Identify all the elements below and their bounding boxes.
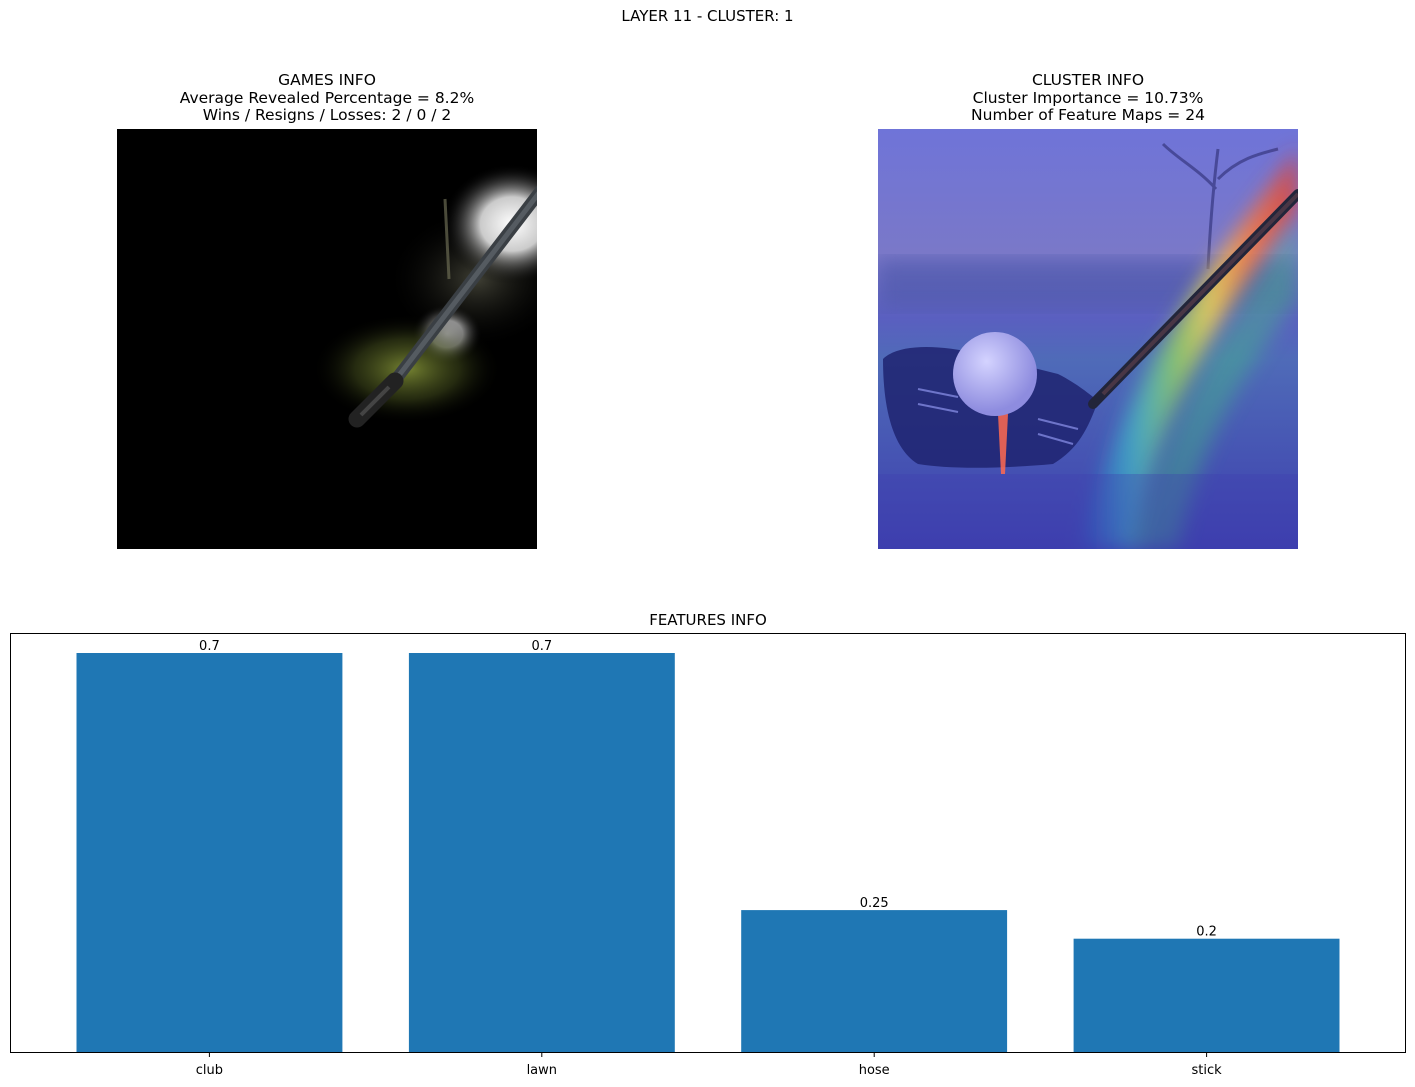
bar-club	[76, 653, 343, 1053]
cluster-heatmap-image	[878, 129, 1298, 549]
games-title-line-3: Wins / Resigns / Losses: 2 / 0 / 2	[202, 106, 452, 124]
cluster-info-title: CLUSTER INFO Cluster Importance = 10.73%…	[878, 71, 1298, 125]
cluster-title-line-2: Cluster Importance = 10.73%	[972, 88, 1204, 107]
cluster-title-line-1: CLUSTER INFO	[1031, 71, 1145, 89]
games-title-line-1: GAMES INFO	[278, 71, 376, 89]
bar-stick	[1073, 938, 1340, 1053]
bar-value-label-lawn: 0.7	[531, 639, 552, 654]
x-tick-label-club: club	[196, 1063, 223, 1078]
bar-value-label-club: 0.7	[199, 639, 220, 654]
plot-frame	[10, 633, 1406, 1053]
x-tick-label-hose: hose	[859, 1063, 890, 1078]
bar-lawn	[408, 653, 675, 1053]
bar-value-label-stick: 0.2	[1196, 925, 1217, 940]
revealed-golf-club-image	[117, 129, 537, 549]
features-info-title: FEATURES INFO	[649, 611, 767, 629]
games-info-title: GAMES INFO Average Revealed Percentage =…	[117, 71, 537, 125]
x-tick-label-lawn: lawn	[527, 1063, 557, 1078]
revealed-image	[117, 129, 537, 549]
ticks-layer: club lawn hose stick	[196, 1053, 1222, 1078]
x-tick-label-stick: stick	[1192, 1063, 1223, 1078]
figure-suptitle: LAYER 11 - CLUSTER: 1	[621, 7, 794, 25]
heatmap-overlay-golf-image	[878, 129, 1298, 549]
bar-value-label-hose: 0.25	[860, 896, 889, 911]
cluster-title-line-3: Number of Feature Maps = 24	[971, 106, 1205, 124]
bar-hose	[741, 910, 1008, 1053]
bars-layer: 0.7 0.7 0.25 0.2	[76, 639, 1340, 1053]
games-title-line-2: Average Revealed Percentage = 8.2%	[179, 88, 475, 107]
